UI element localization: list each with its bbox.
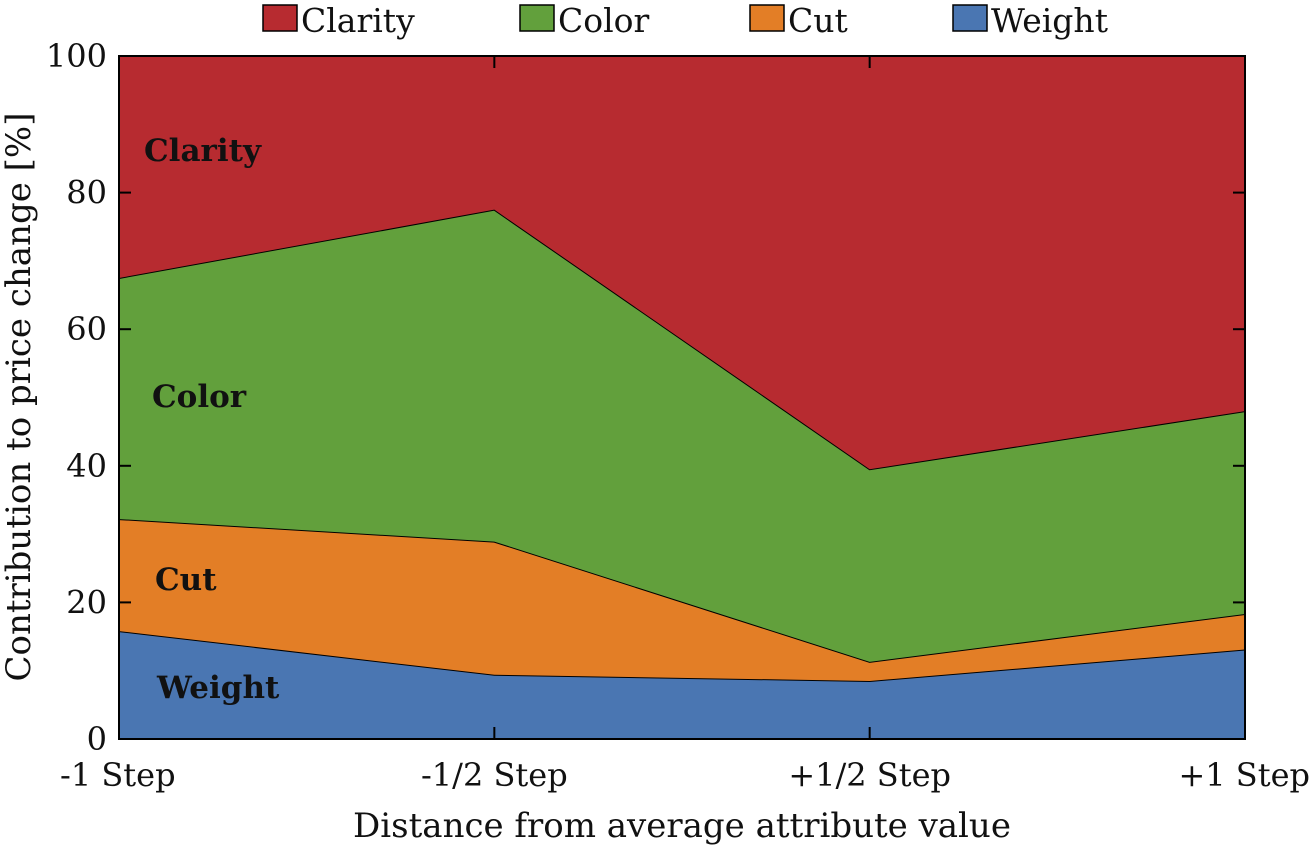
y-tick-label: 40: [66, 447, 107, 485]
boundary-line-color: [118, 208, 1246, 471]
area-label-cut: Cut: [155, 562, 217, 598]
x-tick-label: -1 Step: [60, 756, 176, 794]
boundary-line-cut: [118, 518, 1246, 663]
area-labels: Clarity Color Cut Weight: [144, 133, 280, 706]
y-axis-title: Contribution to price change [%]: [0, 113, 39, 682]
legend-swatch-color: [519, 4, 555, 32]
y-tick-label: 60: [66, 310, 107, 348]
stacked-areas: [118, 56, 1246, 739]
y-tick-label: 80: [66, 174, 107, 212]
area-clarity: [119, 56, 1245, 470]
legend: Clarity Color Cut Weight: [262, 1, 1108, 40]
area-label-color: Color: [152, 379, 247, 415]
legend-swatch-cut: [749, 4, 785, 32]
x-tick-label: +1/2 Step: [788, 756, 951, 794]
area-weight: [119, 631, 1245, 739]
y-tick-label: 100: [46, 37, 107, 75]
legend-label-weight: Weight: [991, 1, 1108, 40]
axis-ticks: 0 20 40 60 80 100 -1 Step -1/2 Step +1/2 Step +1 …: [46, 37, 1310, 794]
y-tick-label: 0: [87, 720, 107, 758]
area-cut: [119, 519, 1245, 681]
plot-frame: [118, 55, 1246, 740]
legend-swatch-clarity: [262, 4, 298, 32]
legend-label-cut: Cut: [788, 1, 848, 40]
x-tick-label: -1/2 Step: [421, 756, 568, 794]
legend-swatch-weight: [952, 4, 988, 32]
area-color: [119, 209, 1245, 662]
legend-label-color: Color: [558, 1, 650, 40]
area-label-weight: Weight: [156, 670, 280, 706]
x-tick-label: +1 Step: [1178, 756, 1310, 794]
legend-label-clarity: Clarity: [301, 1, 415, 40]
y-tick-label: 20: [66, 583, 107, 621]
x-axis-title: Distance from average attribute value: [353, 806, 1011, 846]
area-label-clarity: Clarity: [144, 133, 262, 169]
